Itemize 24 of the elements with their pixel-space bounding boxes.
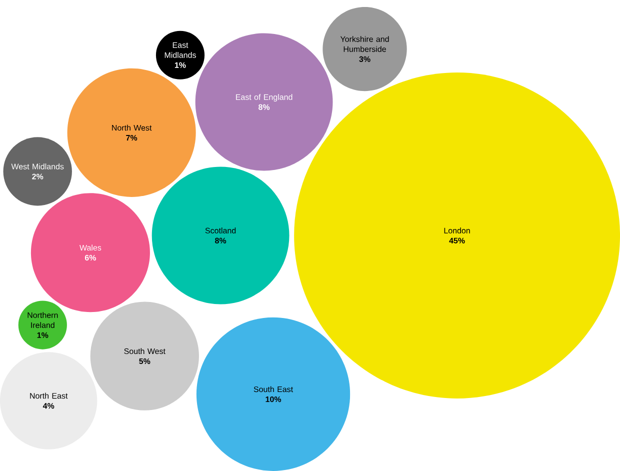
category-label: South West	[124, 348, 166, 354]
category-label: London	[444, 228, 470, 234]
data-label: 7%	[126, 134, 138, 141]
category-label: South East	[254, 386, 294, 392]
category-label: Northern Ireland	[28, 312, 58, 328]
data-label: 1%	[37, 332, 48, 338]
category-label: West Midlands	[11, 163, 64, 170]
category-label: North East	[30, 392, 68, 399]
category-label: Scotland	[205, 228, 236, 234]
category-label: East Midlands	[164, 42, 196, 58]
category-label: Yorkshire and Humberside	[340, 36, 389, 52]
data-label: 5%	[139, 358, 150, 364]
data-label: 10%	[266, 396, 282, 402]
category-label: North West	[112, 124, 152, 131]
category-label: East of England	[236, 94, 292, 102]
data-label: 4%	[42, 403, 54, 409]
data-label: 8%	[258, 104, 270, 110]
data-label: 6%	[84, 254, 96, 261]
data-label: 1%	[174, 62, 186, 68]
data-label: 45%	[449, 238, 465, 244]
category-label: Wales	[80, 244, 102, 251]
data-label: 2%	[32, 174, 44, 180]
data-label: 8%	[215, 238, 226, 244]
data-label: 3%	[359, 56, 370, 62]
